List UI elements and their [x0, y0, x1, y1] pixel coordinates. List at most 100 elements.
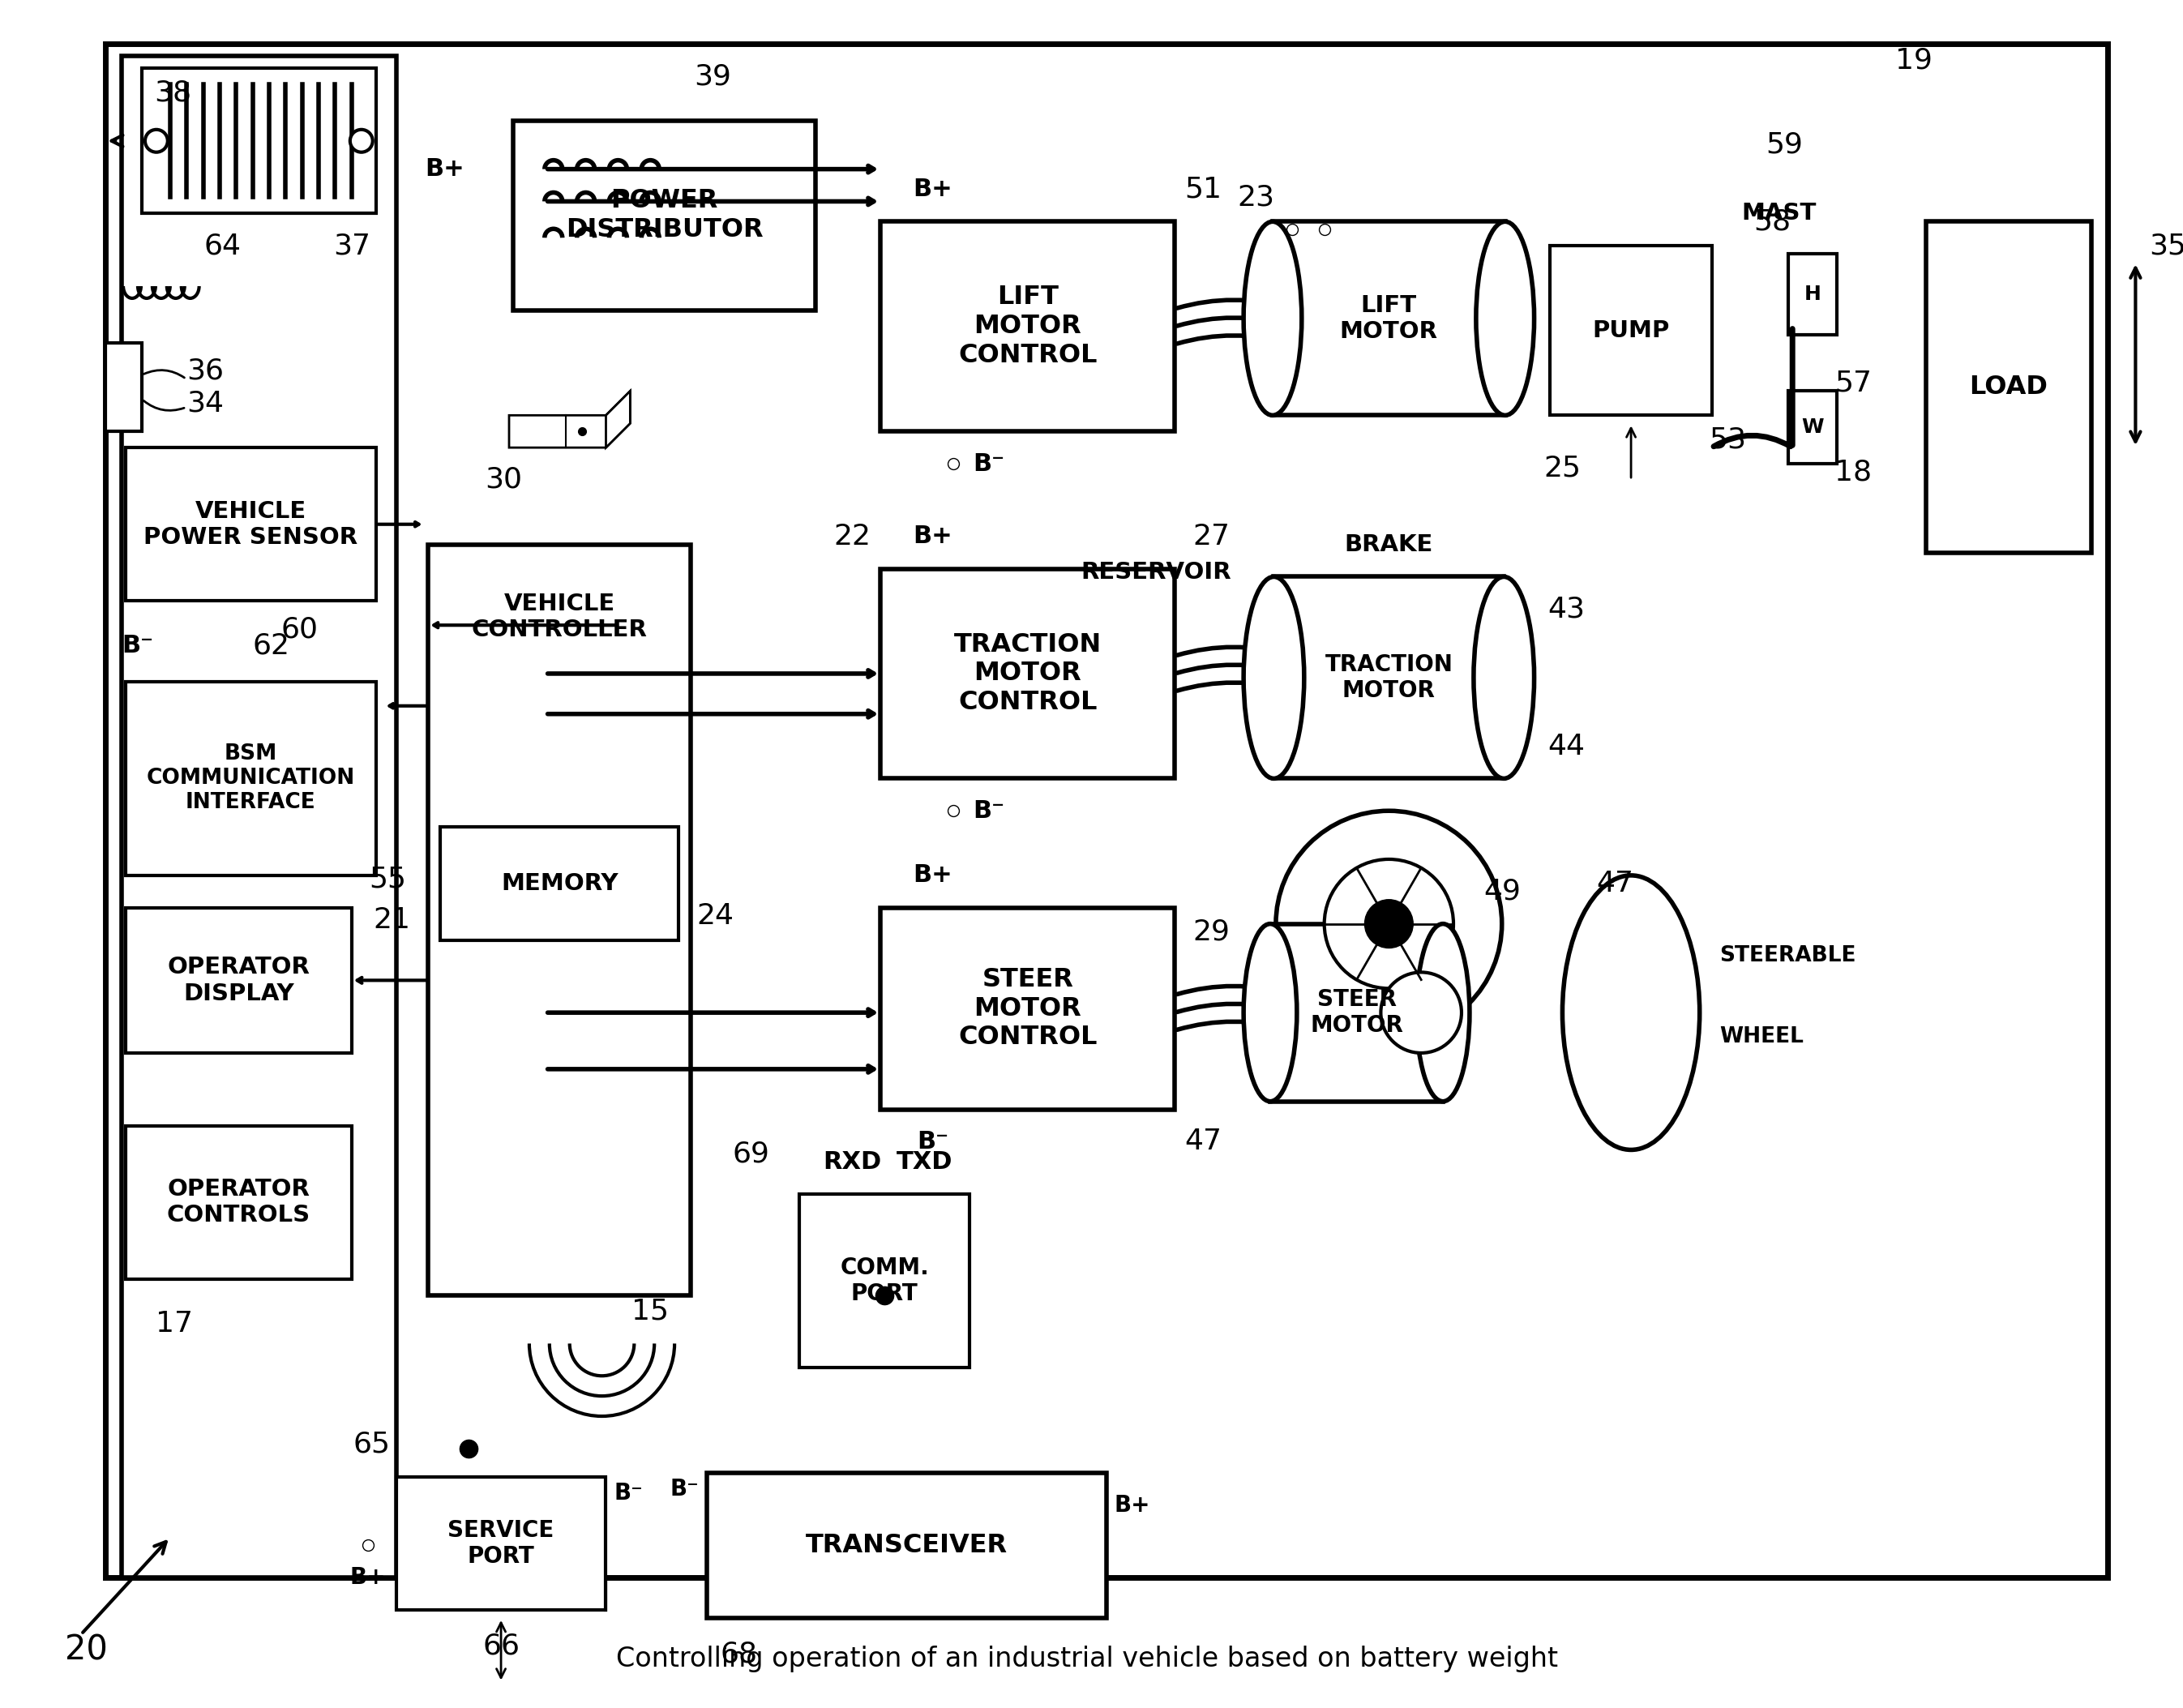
Text: 24: 24: [696, 902, 733, 929]
Text: 53: 53: [1709, 425, 1746, 453]
Text: 51: 51: [1185, 176, 1222, 203]
Text: 19: 19: [1895, 46, 1932, 73]
Bar: [441, 827, 679, 939]
Text: 29: 29: [1192, 919, 1229, 946]
Text: TXD: TXD: [897, 1149, 954, 1173]
Text: 59: 59: [1766, 132, 1803, 159]
Text: 18: 18: [1834, 458, 1871, 485]
Text: STEER
MOTOR: STEER MOTOR: [1310, 989, 1404, 1037]
Text: B+: B+: [912, 524, 952, 548]
Text: 69: 69: [733, 1139, 771, 1168]
Text: 57: 57: [1834, 369, 1871, 396]
Text: LOAD: LOAD: [1969, 374, 2048, 400]
Bar: [1925, 222, 2091, 552]
Text: 58: 58: [1753, 208, 1790, 236]
Text: RXD: RXD: [823, 1149, 882, 1173]
Ellipse shape: [1417, 924, 1469, 1102]
Text: 66: 66: [482, 1633, 520, 1660]
Text: 44: 44: [1548, 733, 1585, 760]
Text: 34: 34: [186, 389, 223, 417]
Text: OPERATOR
DISPLAY: OPERATOR DISPLAY: [168, 956, 310, 1004]
Text: B⁻: B⁻: [670, 1477, 699, 1500]
Circle shape: [144, 130, 168, 152]
Circle shape: [349, 130, 373, 152]
Text: TRACTION
MOTOR
CONTROL: TRACTION MOTOR CONTROL: [954, 632, 1102, 716]
Bar: [1550, 246, 1711, 415]
Bar: [122, 56, 395, 1578]
Text: BSM
COMMUNICATION
INTERFACE: BSM COMMUNICATION INTERFACE: [146, 743, 356, 813]
Bar: [127, 907, 351, 1052]
Text: B+: B+: [349, 1566, 386, 1588]
Text: B+: B+: [912, 864, 952, 886]
Text: 47: 47: [1185, 1127, 1222, 1156]
Text: WHEEL: WHEEL: [1720, 1027, 1803, 1047]
Text: 36: 36: [186, 357, 223, 384]
Text: B+: B+: [1116, 1493, 1150, 1517]
Text: VEHICLE
POWER SENSOR: VEHICLE POWER SENSOR: [144, 500, 358, 548]
Text: 17: 17: [155, 1310, 192, 1337]
Text: STEER
MOTOR
CONTROL: STEER MOTOR CONTROL: [958, 967, 1098, 1050]
Text: 27: 27: [1192, 523, 1229, 550]
Text: STEERABLE: STEERABLE: [1720, 946, 1856, 967]
Bar: [880, 569, 1174, 779]
Text: 62: 62: [253, 632, 290, 659]
Text: 47: 47: [1596, 869, 1633, 897]
Bar: [864, 536, 2107, 1288]
Text: OPERATOR
CONTROLS: OPERATOR CONTROLS: [166, 1179, 310, 1226]
Text: 55: 55: [369, 866, 406, 893]
Text: 60: 60: [282, 615, 319, 642]
Text: SERVICE
PORT: SERVICE PORT: [448, 1518, 554, 1568]
Bar: [1788, 391, 1836, 465]
Text: TRANSCEIVER: TRANSCEIVER: [806, 1532, 1009, 1558]
Bar: [127, 1126, 351, 1279]
Text: 21: 21: [373, 905, 410, 934]
Text: LIFT
MOTOR: LIFT MOTOR: [1340, 294, 1439, 343]
Text: BRAKE: BRAKE: [1345, 533, 1434, 555]
Bar: [428, 545, 690, 1295]
Circle shape: [1364, 900, 1412, 948]
Text: 64: 64: [203, 232, 240, 260]
Ellipse shape: [1476, 222, 1535, 415]
Text: 37: 37: [334, 232, 371, 260]
Text: 35: 35: [2148, 232, 2183, 260]
Bar: [142, 68, 375, 214]
Text: B⁻: B⁻: [122, 634, 153, 658]
Text: 39: 39: [694, 63, 731, 91]
Text: 23: 23: [1238, 183, 1275, 212]
Text: 20: 20: [65, 1633, 107, 1667]
Text: RESERVOIR: RESERVOIR: [1081, 562, 1231, 584]
Text: 49: 49: [1482, 878, 1522, 905]
Text: H: H: [1803, 285, 1821, 304]
Bar: [1273, 222, 1504, 415]
Text: 65: 65: [354, 1431, 391, 1459]
Polygon shape: [509, 391, 631, 447]
Text: B⁻: B⁻: [974, 453, 1004, 475]
Text: 43: 43: [1548, 596, 1585, 623]
Text: B+: B+: [912, 178, 952, 202]
Ellipse shape: [1244, 222, 1301, 415]
Bar: [1788, 254, 1836, 335]
Text: TRACTION
MOTOR: TRACTION MOTOR: [1325, 652, 1454, 702]
Polygon shape: [607, 391, 631, 447]
Circle shape: [1325, 859, 1454, 989]
Text: PUMP: PUMP: [1591, 319, 1670, 342]
Bar: [513, 121, 816, 311]
Bar: [1275, 577, 1504, 779]
Text: Controlling operation of an industrial vehicle based on battery weight: Controlling operation of an industrial v…: [616, 1645, 1559, 1672]
Text: LIFT
MOTOR
CONTROL: LIFT MOTOR CONTROL: [958, 285, 1098, 369]
Text: 68: 68: [720, 1640, 758, 1669]
Text: 30: 30: [485, 466, 522, 494]
Ellipse shape: [1244, 924, 1297, 1102]
Bar: [395, 1477, 607, 1611]
Text: B⁻: B⁻: [613, 1481, 644, 1505]
Text: COMM.
PORT: COMM. PORT: [840, 1257, 930, 1305]
Text: VEHICLE
CONTROLLER: VEHICLE CONTROLLER: [472, 593, 648, 642]
Text: 38: 38: [155, 79, 192, 106]
Bar: [1271, 924, 1443, 1102]
Text: MAST: MAST: [1742, 202, 1816, 225]
Circle shape: [1275, 811, 1502, 1037]
Text: POWER
DISTRIBUTOR: POWER DISTRIBUTOR: [565, 188, 764, 243]
Text: MEMORY: MEMORY: [500, 873, 618, 895]
Text: 25: 25: [1543, 454, 1580, 482]
Bar: [127, 681, 375, 876]
